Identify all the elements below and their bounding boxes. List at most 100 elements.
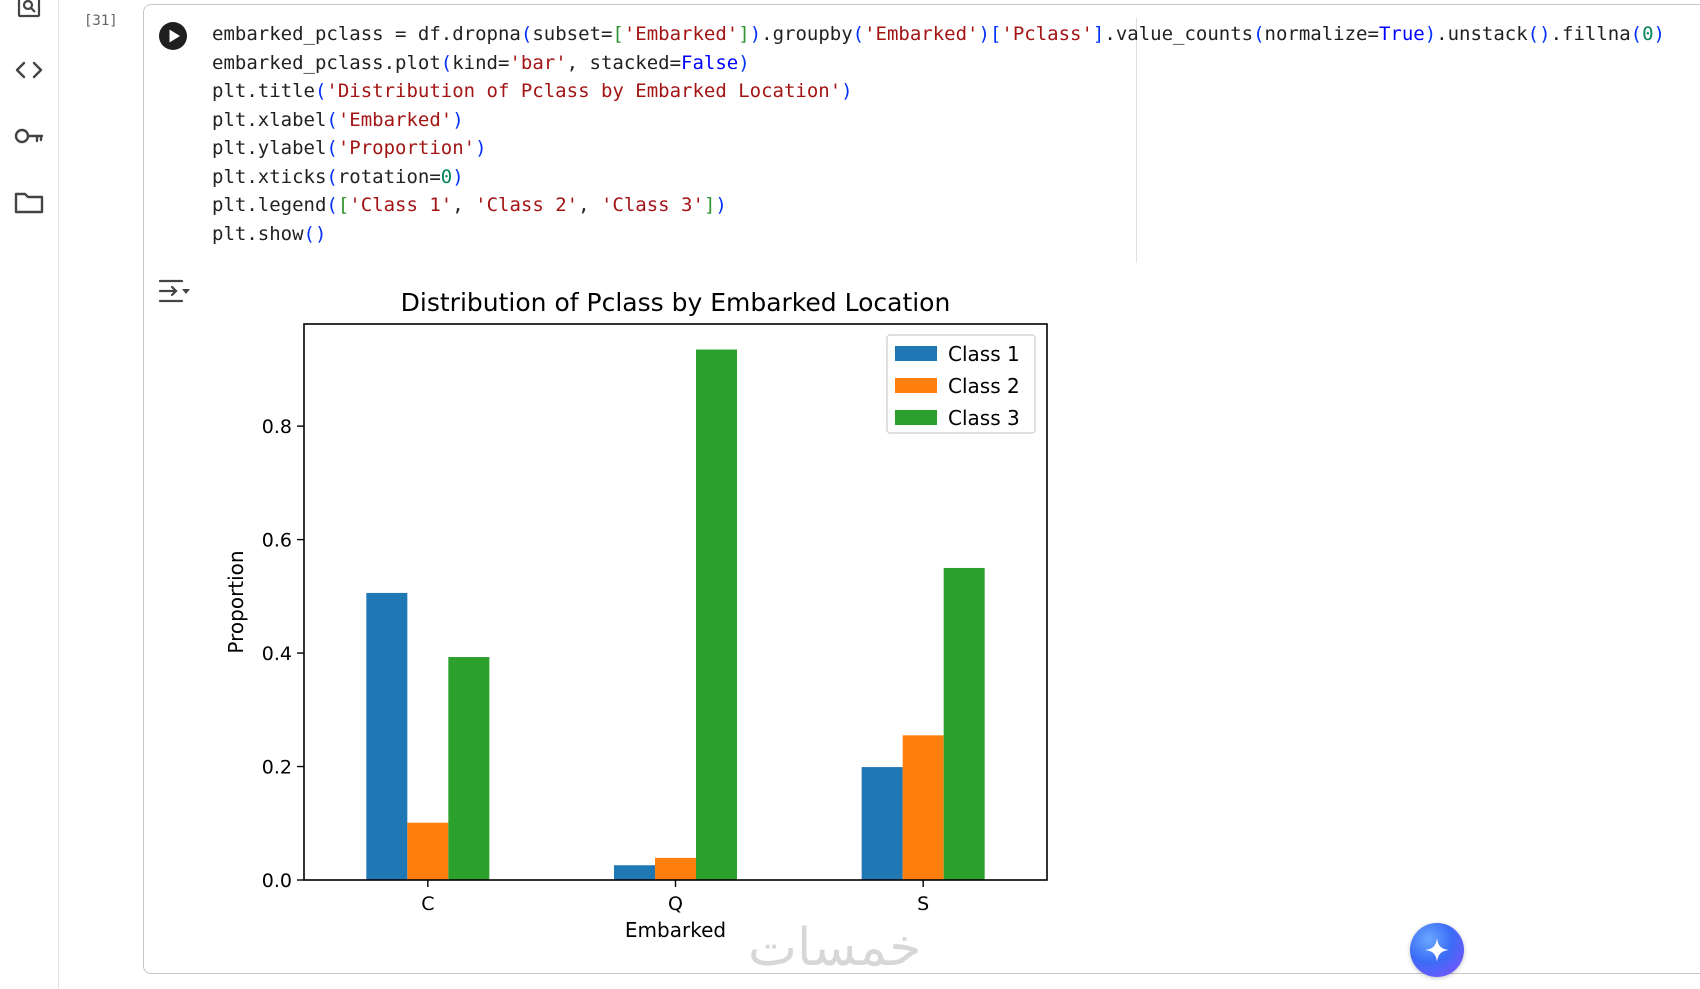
legend-swatch [895,346,937,361]
code-token: plt.xticks [212,165,327,188]
code-token: 'Embarked' [337,108,453,131]
code-token: ( [440,51,453,74]
code-token: plt.title [212,80,315,102]
code-line: plt.xlabel('Embarked') [212,106,1665,135]
legend-swatch [895,378,937,393]
search-code-icon[interactable] [13,0,45,26]
chart-title: Distribution of Pclass by Embarked Locat… [401,288,951,317]
output-toggle-button[interactable] [156,275,192,307]
bar [614,865,655,880]
y-tick-label: 0.4 [262,643,292,665]
code-line: plt.legend(['Class 1', 'Class 2', 'Class… [212,191,1665,220]
code-token: ] [1092,23,1105,45]
bar [448,657,490,880]
code-token: rotation= [337,165,441,188]
code-token: ] [703,194,716,216]
gemini-button[interactable] [1410,923,1464,977]
code-token: True [1378,23,1425,45]
code-token: kind= [452,51,510,74]
code-token: , [452,194,476,216]
code-token: [ [989,23,1002,45]
code-editor[interactable]: embarked_pclass = df.dropna(subset=['Emb… [212,20,1665,248]
code-line: plt.title('Distribution of Pclass by Emb… [212,77,1665,106]
legend-swatch [895,410,937,425]
code-token: 0 [1642,23,1654,45]
code-token: ] [738,23,750,45]
code-token: ( [326,137,338,159]
code-token: subset= [532,23,613,45]
code-token: , [578,194,601,216]
code-token: ) [738,51,750,74]
code-token: ) [715,194,727,216]
code-token: , stacked= [566,51,682,74]
y-tick-label: 0.6 [262,530,292,552]
code-token: 'Embarked' [623,23,739,45]
x-tick-label: C [421,893,434,915]
key-icon[interactable] [13,120,45,152]
code-token: [ [612,23,624,45]
code-token: ) [475,137,487,159]
code-token: embarked_pclass.plot [212,51,441,74]
code-token: 'Class 2' [475,194,579,216]
x-tick-label: S [917,893,929,915]
code-token: normalize= [1264,23,1379,45]
code-token: ( [326,194,338,216]
code-token: ( [1630,23,1643,45]
run-cell-button[interactable] [158,21,188,51]
code-token: [ [337,194,350,216]
y-tick-label: 0.2 [262,757,292,779]
code-token: False [681,51,739,74]
y-tick-label: 0.0 [262,870,292,892]
code-token: 'Class 1' [349,194,453,216]
x-axis-label: Embarked [625,918,726,942]
code-token: ( [326,165,338,188]
code-token: ) [749,23,762,45]
code-token: ) [978,23,990,45]
sidebar [0,0,59,989]
code-token: ( [314,80,327,102]
code-token: plt.show [212,222,304,245]
code-token: () [1527,23,1551,45]
bar [696,349,737,880]
play-icon [159,22,187,50]
code-token: 0 [440,165,453,188]
legend-label: Class 1 [948,342,1020,366]
code-line: plt.ylabel('Proportion') [212,134,1665,163]
code-token: ) [1653,23,1665,45]
bar [861,767,903,880]
y-tick-label: 0.8 [262,416,292,438]
code-token: plt.xlabel [212,108,327,131]
code-token: ( [520,23,533,45]
code-token: 'Pclass' [1001,23,1093,45]
code-token: ( [1253,23,1265,45]
folder-icon[interactable] [13,186,45,218]
bar [902,735,944,880]
code-icon[interactable] [13,54,45,86]
y-axis-label: Proportion [224,550,248,653]
code-line: embarked_pclass = df.dropna(subset=['Emb… [212,20,1665,49]
bar [407,822,449,880]
sparkle-icon [1425,938,1449,962]
code-line: plt.show() [212,220,1665,249]
code-token: plt.ylabel [212,137,327,159]
execution-count: [31] [84,13,118,29]
output-toggle-icon [158,279,190,303]
code-token: 'Distribution of Pclass by Embarked Loca… [326,80,842,102]
code-token: ) [452,165,464,188]
code-line: plt.xticks(rotation=0) [212,163,1665,192]
code-token: 'Embarked' [864,23,979,45]
code-token: .fillna [1550,23,1631,45]
code-token: plt.legend [212,194,327,216]
code-token: .value_counts [1104,23,1254,45]
legend-label: Class 3 [948,406,1020,430]
code-token: .unstack [1436,23,1528,45]
bar [943,567,985,880]
code-token: .groupby [761,23,853,45]
code-divider [1136,18,1137,263]
bar [366,592,408,880]
code-token: 'Class 3' [600,194,704,216]
code-line: embarked_pclass.plot(kind='bar', stacked… [212,49,1665,78]
watermark: خمسات [748,918,922,978]
code-token: ( [852,23,865,45]
